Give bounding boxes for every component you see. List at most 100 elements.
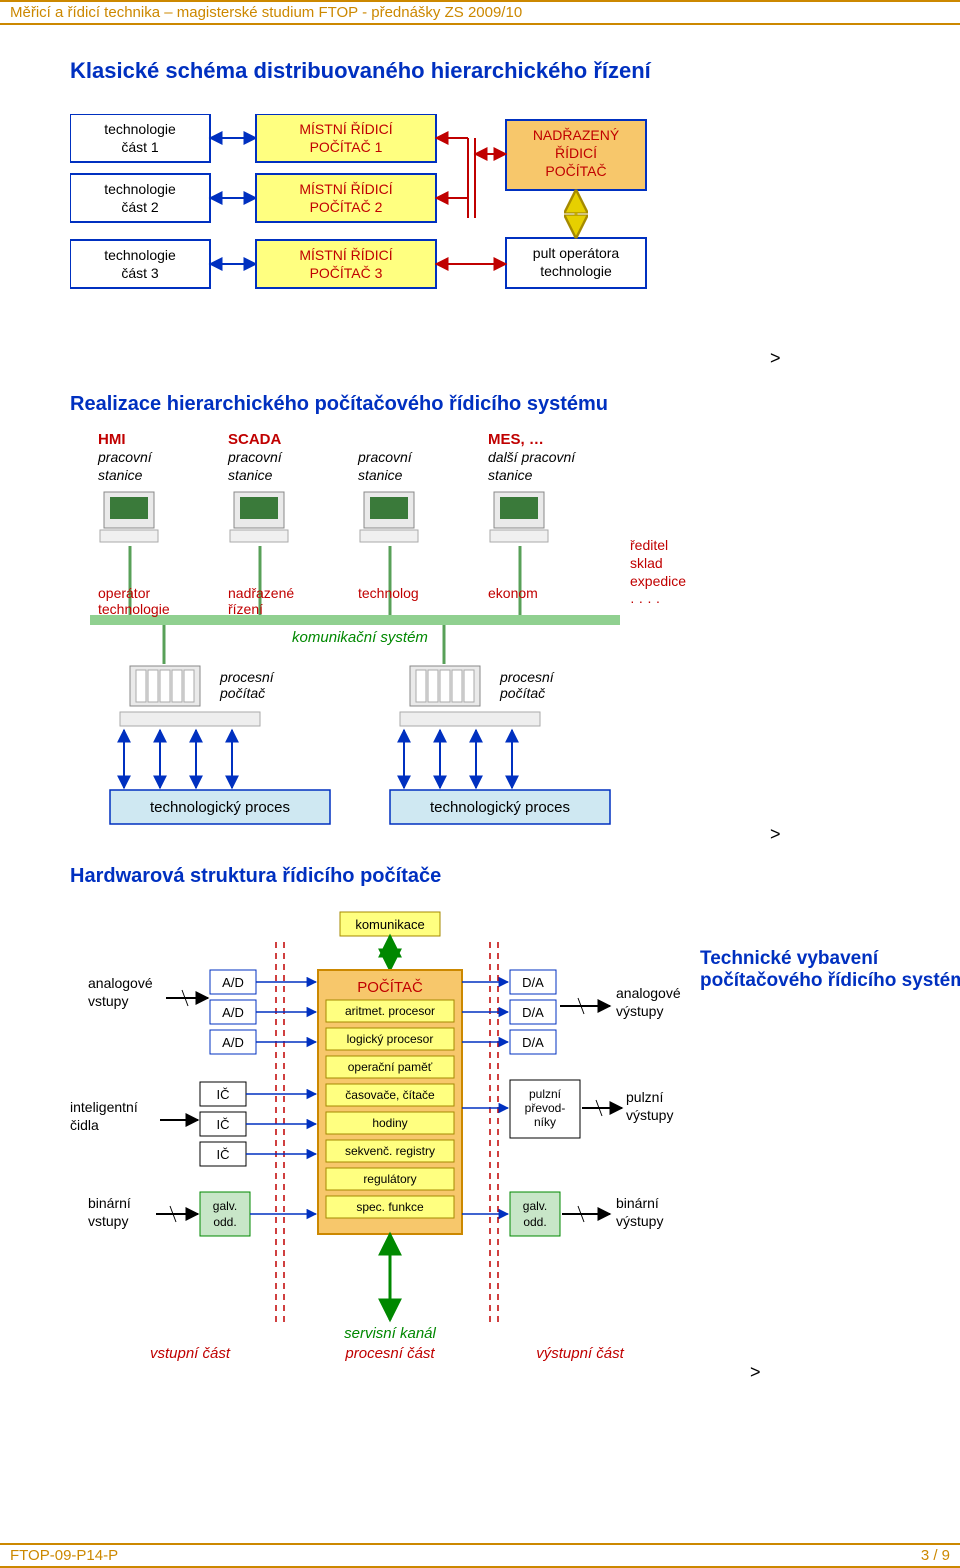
svg-text:· · · ·: · · · ·: [630, 593, 660, 609]
svg-text:časovače, čítače: časovače, čítače: [345, 1088, 435, 1102]
svg-text:operátor: operátor: [98, 585, 150, 601]
svg-text:>: >: [770, 824, 781, 844]
diagram1-title: Klasické schéma distribuovaného hierarch…: [70, 58, 920, 84]
svg-text:pracovní: pracovní: [97, 449, 154, 465]
svg-text:pult operátora: pult operátora: [533, 245, 620, 261]
svg-text:řízení: řízení: [228, 601, 263, 617]
svg-text:pulzní: pulzní: [626, 1089, 663, 1105]
svg-text:operační paměť: operační paměť: [348, 1060, 433, 1074]
footer-right: 3 / 9: [921, 1547, 950, 1564]
svg-text:logický procesor: logický procesor: [347, 1032, 434, 1046]
svg-text:sekvenč. registry: sekvenč. registry: [345, 1144, 435, 1158]
svg-text:výstupní část: výstupní část: [536, 1345, 624, 1362]
svg-text:převod-: převod-: [525, 1101, 566, 1115]
diagram2-title: Realizace hierarchického počítačového ří…: [70, 393, 920, 416]
svg-text:D/A: D/A: [522, 975, 544, 990]
svg-text:vstupní část: vstupní část: [150, 1345, 231, 1362]
diagram3: komunikace POČÍTAČ aritmet. procesor logi…: [70, 902, 770, 1392]
svg-text:NADŘAZENÝ: NADŘAZENÝ: [533, 127, 620, 143]
diagram3-side-title: Technické vybavení počítačového řídicího…: [700, 948, 960, 992]
svg-text:hodiny: hodiny: [372, 1116, 407, 1130]
svg-text:nadřazené: nadřazené: [228, 585, 294, 601]
svg-text:sklad: sklad: [630, 555, 663, 571]
svg-text:galv.: galv.: [523, 1199, 547, 1213]
svg-text:procesní: procesní: [219, 669, 276, 685]
page-footer: FTOP-09-P14-P 3 / 9: [0, 1543, 960, 1568]
diagram1: technologie část 1 MÍSTNÍ ŘÍDICÍ POČÍTAČ 1 t…: [70, 114, 790, 384]
svg-text:ŘÍDICÍ: ŘÍDICÍ: [555, 145, 597, 161]
svg-text:analogové: analogové: [616, 985, 681, 1001]
page-header: Měřicí a řídicí technika – magisterské s…: [0, 0, 960, 25]
svg-text:stanice: stanice: [98, 467, 143, 483]
svg-text:galv.: galv.: [213, 1199, 237, 1213]
svg-text:A/D: A/D: [222, 975, 244, 990]
svg-text:POČÍTAČ: POČÍTAČ: [357, 979, 423, 996]
svg-text:část 1: část 1: [121, 139, 159, 155]
svg-text:POČÍTAČ 3: POČÍTAČ 3: [310, 265, 383, 281]
svg-text:MÍSTNÍ ŘÍDICÍ: MÍSTNÍ ŘÍDICÍ: [299, 181, 392, 197]
svg-text:odd.: odd.: [523, 1215, 546, 1229]
svg-text:stanice: stanice: [488, 467, 533, 483]
svg-text:POČÍTAČ 1: POČÍTAČ 1: [310, 139, 383, 155]
svg-text:níky: níky: [534, 1115, 556, 1129]
header-text: Měřicí a řídicí technika – magisterské s…: [10, 4, 522, 21]
svg-text:další pracovní: další pracovní: [488, 449, 577, 465]
svg-text:MÍSTNÍ ŘÍDICÍ: MÍSTNÍ ŘÍDICÍ: [299, 121, 392, 137]
svg-text:IČ: IČ: [217, 1087, 230, 1102]
svg-text:servisní kanál: servisní kanál: [344, 1325, 436, 1342]
svg-text:MES, …: MES, …: [488, 431, 544, 448]
svg-text:stanice: stanice: [228, 467, 273, 483]
svg-text:POČÍTAČ: POČÍTAČ: [545, 163, 606, 179]
svg-text:technologie: technologie: [98, 601, 170, 617]
svg-text:technologie: technologie: [104, 121, 176, 137]
svg-text:analogové: analogové: [88, 975, 153, 991]
svg-text:binární: binární: [616, 1195, 659, 1211]
svg-text:regulátory: regulátory: [363, 1172, 416, 1186]
svg-text:D/A: D/A: [522, 1035, 544, 1050]
svg-text:technologie: technologie: [540, 263, 612, 279]
svg-text:čidla: čidla: [70, 1117, 99, 1133]
svg-text:pulzní: pulzní: [529, 1087, 562, 1101]
footer-left: FTOP-09-P14-P: [10, 1547, 118, 1564]
svg-text:vstupy: vstupy: [88, 993, 128, 1009]
svg-text:stanice: stanice: [358, 467, 403, 483]
svg-text:>: >: [750, 1362, 761, 1382]
svg-text:binární: binární: [88, 1195, 131, 1211]
svg-text:IČ: IČ: [217, 1147, 230, 1162]
svg-text:HMI: HMI: [98, 431, 126, 448]
svg-text:inteligentní: inteligentní: [70, 1099, 138, 1115]
svg-text:technolog: technolog: [358, 585, 419, 601]
svg-text:expedice: expedice: [630, 573, 686, 589]
svg-text:>: >: [770, 348, 781, 368]
svg-text:komunikační systém: komunikační systém: [292, 629, 428, 646]
svg-text:výstupy: výstupy: [616, 1003, 663, 1019]
svg-text:aritmet. procesor: aritmet. procesor: [345, 1004, 435, 1018]
svg-text:procesní část: procesní část: [344, 1345, 435, 1362]
svg-text:počítač: počítač: [499, 685, 545, 701]
svg-text:pracovní: pracovní: [227, 449, 284, 465]
svg-text:technologie: technologie: [104, 181, 176, 197]
svg-text:technologie: technologie: [104, 247, 176, 263]
svg-text:komunikace: komunikace: [355, 917, 424, 932]
svg-text:technologický proces: technologický proces: [150, 799, 290, 816]
svg-text:technologický proces: technologický proces: [430, 799, 570, 816]
svg-text:MÍSTNÍ ŘÍDICÍ: MÍSTNÍ ŘÍDICÍ: [299, 247, 392, 263]
svg-text:A/D: A/D: [222, 1035, 244, 1050]
svg-text:IČ: IČ: [217, 1117, 230, 1132]
svg-text:část 2: část 2: [121, 199, 159, 215]
svg-text:ekonom: ekonom: [488, 585, 538, 601]
svg-text:odd.: odd.: [213, 1215, 236, 1229]
diagram3-title: Hardwarová struktura řídicího počítače: [70, 865, 441, 888]
svg-text:část 3: část 3: [121, 265, 159, 281]
svg-text:POČÍTAČ 2: POČÍTAČ 2: [310, 199, 383, 215]
svg-text:pracovní: pracovní: [357, 449, 414, 465]
svg-text:A/D: A/D: [222, 1005, 244, 1020]
diagram2: komunikační systém HMIpracovnístaniceope…: [70, 430, 830, 850]
svg-text:procesní: procesní: [499, 669, 556, 685]
svg-text:výstupy: výstupy: [616, 1213, 663, 1229]
svg-text:počítač: počítač: [219, 685, 265, 701]
svg-text:spec. funkce: spec. funkce: [356, 1200, 424, 1214]
svg-text:ředitel: ředitel: [630, 537, 668, 553]
svg-text:výstupy: výstupy: [626, 1107, 673, 1123]
svg-text:SCADA: SCADA: [228, 431, 282, 448]
